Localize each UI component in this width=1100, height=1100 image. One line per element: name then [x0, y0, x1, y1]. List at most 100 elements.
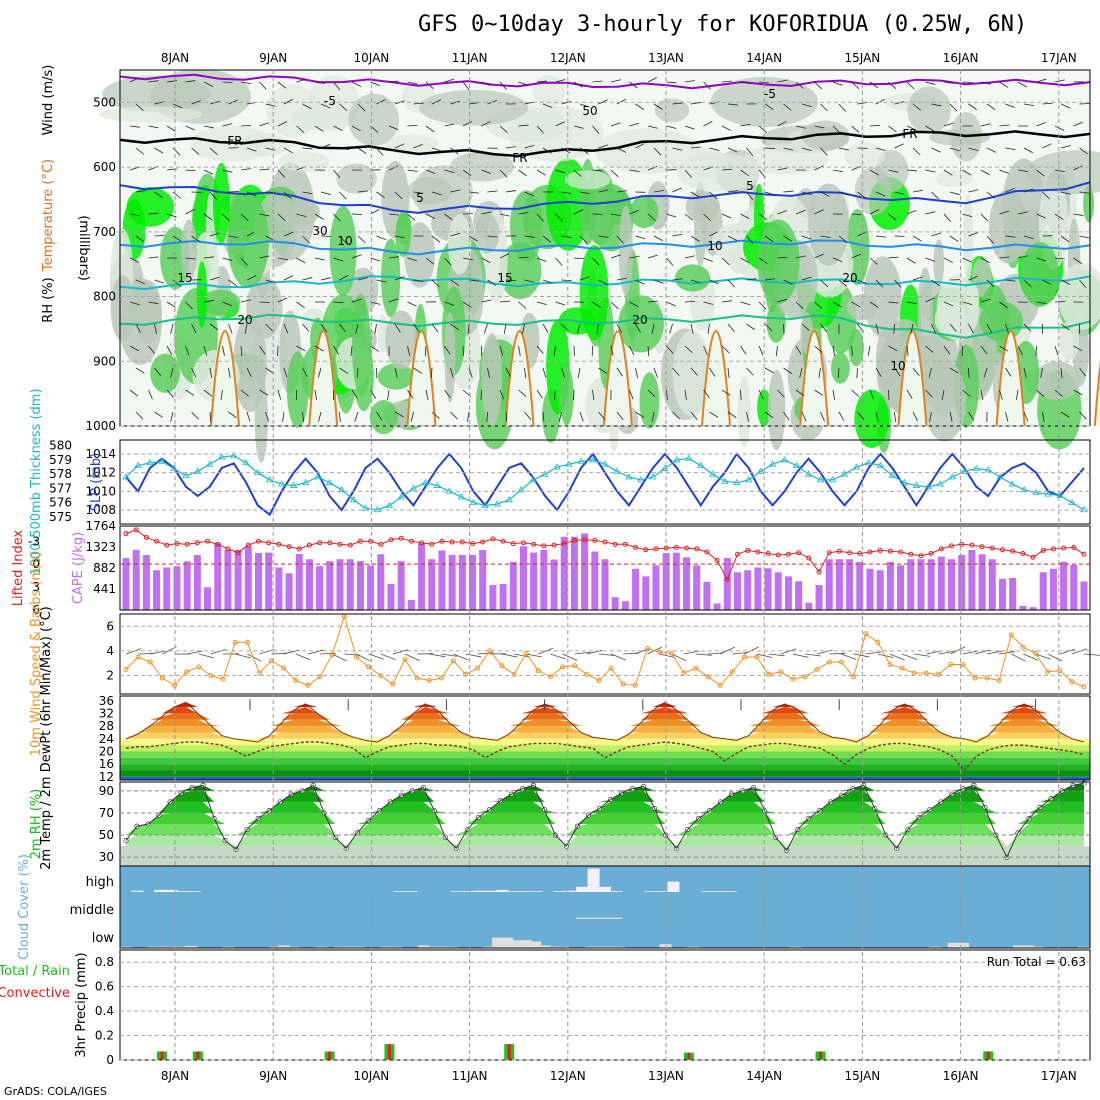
wind-barb	[246, 367, 252, 378]
wind-barb	[941, 389, 945, 400]
day-label-top: 12JAN	[550, 51, 586, 65]
slp-tick: 1012	[85, 466, 116, 480]
cape-bar	[632, 568, 640, 610]
wind-barb	[999, 301, 1008, 309]
wind-barb	[450, 367, 454, 378]
wind-barb	[302, 323, 310, 332]
wind-barb	[518, 301, 527, 309]
wind-barb	[450, 100, 461, 105]
wind-barb	[388, 80, 399, 83]
wind-barb	[1036, 169, 1045, 177]
rh-shade	[767, 369, 786, 451]
panel-frame-li	[119, 525, 1091, 611]
wind-barb	[653, 235, 663, 242]
wind-barb	[851, 213, 862, 216]
wind-marker	[366, 664, 372, 670]
wind-barb	[351, 81, 362, 87]
wind-barb	[314, 81, 325, 84]
axis-labels: 8JAN 8JAN 9JAN 9JAN 10JAN 10JAN 11JAN 11JAN 12JA…	[0, 51, 1086, 1083]
rh-shade	[377, 363, 415, 390]
wind-barb	[135, 367, 145, 374]
cloud-bar-high	[177, 891, 190, 892]
lifted-marker	[734, 551, 740, 557]
surface-heating-contour	[1093, 360, 1100, 427]
wind-barb	[666, 125, 677, 129]
wind-barb	[499, 345, 504, 356]
wind-barb	[962, 169, 972, 176]
wind-barb	[450, 147, 459, 155]
wind-barb	[943, 257, 954, 264]
lifted-marker	[133, 527, 139, 533]
wind-barb	[259, 255, 270, 259]
wind-barb-10m	[331, 653, 347, 662]
wind-barb	[740, 169, 749, 177]
wind-barb	[647, 213, 656, 222]
wind-barb-10m	[1023, 653, 1039, 661]
wind-barb	[444, 389, 451, 399]
wind-barb	[450, 323, 459, 331]
contour-label: 50	[582, 104, 597, 118]
rh-shade-upper	[336, 163, 377, 194]
wind-barb	[1073, 213, 1084, 216]
wind-barb	[172, 147, 181, 156]
cape-tick: 441	[93, 582, 116, 596]
rh-shade-upper	[844, 142, 885, 169]
rh-shade	[963, 194, 974, 282]
lifted-ylabel: Lifted Index	[11, 529, 26, 606]
contour-label: 20	[632, 313, 647, 327]
wind-barb-10m	[380, 653, 396, 660]
wind-barb	[296, 345, 306, 352]
isotherm--5	[119, 73, 1091, 90]
wind-barb	[832, 169, 843, 173]
wind-barb	[764, 411, 774, 419]
wind-barb	[968, 232, 979, 237]
cloud-ylabel: Cloud Cover (%)	[17, 854, 32, 960]
wind-barb	[296, 301, 305, 309]
wind-barb-10m	[889, 653, 905, 661]
wind-barb	[1015, 389, 1019, 400]
wind-barb	[894, 279, 902, 288]
wind-ylabel: 10m Wind Speed & Barbs (m/s)	[29, 552, 44, 757]
rh-shade-upper	[564, 170, 611, 190]
wind-barb	[376, 99, 386, 105]
wind-barb	[980, 213, 989, 222]
wind-barb	[431, 147, 442, 152]
wind-barb	[462, 81, 470, 91]
wind-barb	[1005, 187, 1015, 193]
cape-bar	[1029, 607, 1037, 610]
wind-barb	[980, 257, 990, 264]
wind-barb	[795, 125, 806, 129]
rh-shade-upper	[688, 147, 728, 178]
wind-barb	[616, 235, 624, 244]
wind-barb	[857, 191, 866, 199]
lifted-marker	[1081, 551, 1087, 557]
wind-barb	[185, 169, 196, 172]
cape-bar	[581, 533, 589, 610]
wind-barb	[721, 125, 732, 131]
cape-bar	[988, 559, 996, 610]
wind-barb-10m	[950, 646, 966, 655]
lifted-tick: -3	[28, 534, 40, 548]
wind-barb	[875, 98, 886, 105]
wind-barb	[703, 345, 708, 356]
wind-barb	[925, 125, 935, 132]
rh-shade-upper	[907, 86, 951, 134]
wind-barb	[370, 301, 381, 305]
rh-tick: 90	[99, 784, 114, 798]
wind-barb	[499, 253, 510, 259]
wind-barb	[690, 279, 701, 284]
wind-barb	[185, 125, 195, 131]
cape-bar	[254, 553, 262, 610]
wind-barb	[869, 124, 881, 127]
wind-barb	[518, 169, 527, 177]
wind-barb	[209, 276, 220, 281]
cloud-bar-high	[644, 891, 657, 892]
cloud-bar-high	[599, 886, 611, 892]
wind-barb	[228, 323, 233, 334]
wind-barb	[983, 367, 988, 378]
wind-barb	[487, 279, 497, 286]
wind-barb	[191, 100, 201, 105]
wind-barb	[536, 345, 544, 354]
lifted-marker	[1030, 554, 1036, 560]
wind-barb	[555, 257, 563, 266]
